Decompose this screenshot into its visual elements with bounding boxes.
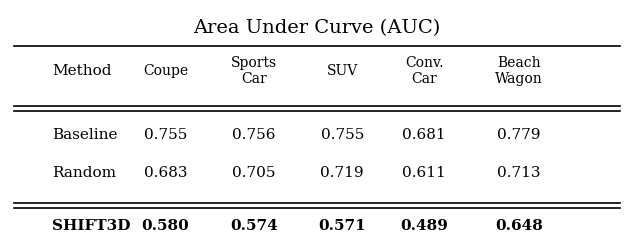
Text: 0.580: 0.580 <box>141 219 190 233</box>
Text: 0.611: 0.611 <box>403 166 446 180</box>
Text: 0.755: 0.755 <box>144 128 187 142</box>
Text: 0.713: 0.713 <box>497 166 541 180</box>
Text: SUV: SUV <box>327 64 358 78</box>
Text: 0.571: 0.571 <box>318 219 366 233</box>
Text: 0.574: 0.574 <box>230 219 278 233</box>
Text: SHIFT3D: SHIFT3D <box>52 219 131 233</box>
Text: Sports
Car: Sports Car <box>231 56 277 86</box>
Text: 0.705: 0.705 <box>232 166 276 180</box>
Text: 0.683: 0.683 <box>144 166 187 180</box>
Text: Random: Random <box>52 166 116 180</box>
Text: Baseline: Baseline <box>52 128 117 142</box>
Text: 0.489: 0.489 <box>400 219 448 233</box>
Text: Conv.
Car: Conv. Car <box>405 56 444 86</box>
Text: Beach
Wagon: Beach Wagon <box>495 56 543 86</box>
Text: Method: Method <box>52 64 112 78</box>
Text: 0.755: 0.755 <box>321 128 364 142</box>
Text: 0.756: 0.756 <box>232 128 276 142</box>
Text: 0.779: 0.779 <box>497 128 541 142</box>
Text: 0.681: 0.681 <box>403 128 446 142</box>
Text: Coupe: Coupe <box>143 64 188 78</box>
Text: 0.648: 0.648 <box>495 219 543 233</box>
Text: Area Under Curve (AUC): Area Under Curve (AUC) <box>193 19 441 37</box>
Text: 0.719: 0.719 <box>320 166 364 180</box>
